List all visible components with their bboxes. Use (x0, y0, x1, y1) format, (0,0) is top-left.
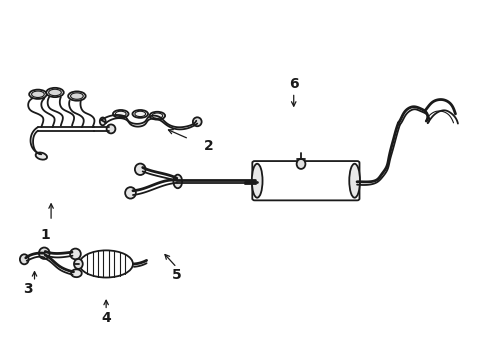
Ellipse shape (252, 164, 263, 198)
Ellipse shape (349, 164, 360, 198)
Text: 2: 2 (203, 139, 213, 153)
Ellipse shape (31, 91, 44, 98)
Ellipse shape (132, 110, 148, 118)
Text: 1: 1 (40, 228, 50, 242)
Ellipse shape (74, 259, 83, 269)
Ellipse shape (125, 187, 136, 199)
Ellipse shape (71, 269, 82, 277)
FancyBboxPatch shape (252, 161, 360, 201)
Text: 6: 6 (289, 77, 298, 91)
Ellipse shape (49, 89, 61, 96)
Ellipse shape (173, 175, 182, 188)
Ellipse shape (70, 249, 81, 259)
Ellipse shape (149, 112, 165, 120)
Ellipse shape (68, 91, 86, 101)
Ellipse shape (135, 163, 146, 175)
Ellipse shape (113, 110, 128, 118)
Ellipse shape (296, 159, 305, 169)
Text: 3: 3 (24, 282, 33, 296)
Text: 5: 5 (172, 268, 182, 282)
Ellipse shape (20, 254, 29, 264)
Text: 4: 4 (101, 311, 111, 324)
Ellipse shape (193, 117, 202, 126)
Ellipse shape (107, 125, 116, 134)
Ellipse shape (36, 153, 47, 159)
Ellipse shape (79, 250, 133, 278)
Ellipse shape (39, 248, 49, 259)
Ellipse shape (29, 90, 47, 99)
Ellipse shape (100, 117, 106, 125)
Ellipse shape (46, 88, 64, 97)
Ellipse shape (71, 93, 83, 99)
